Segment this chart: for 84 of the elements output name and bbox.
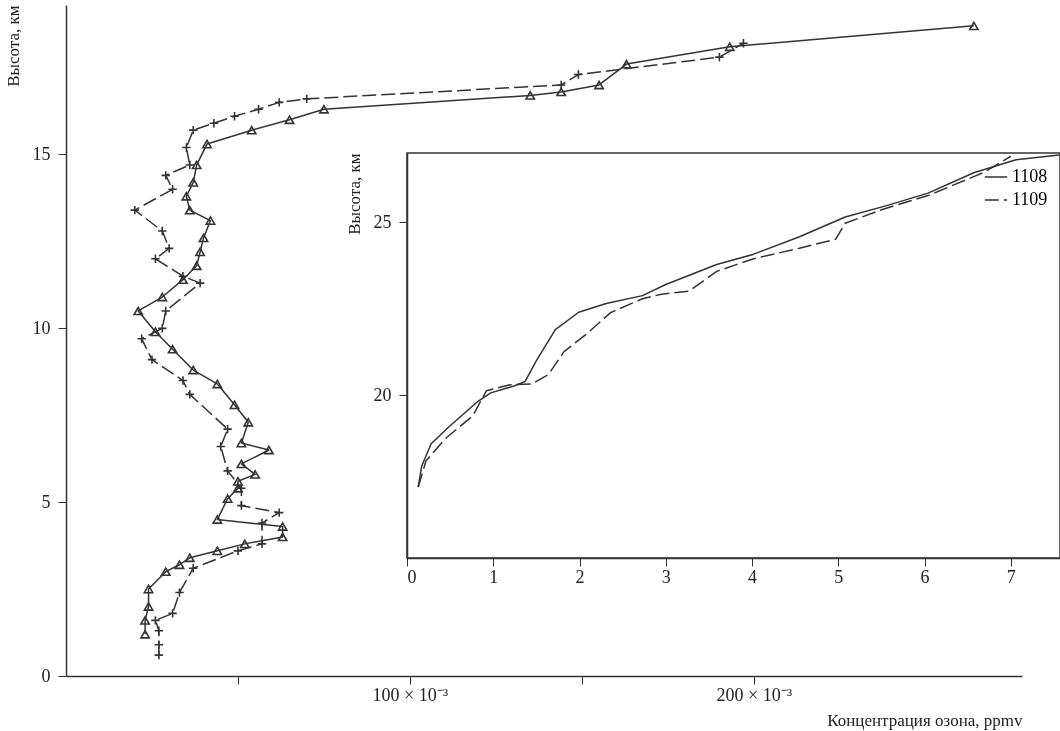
y-tick-label: 0 — [41, 665, 51, 686]
point — [184, 553, 195, 563]
point — [177, 271, 188, 282]
x-tick-label: 3 — [661, 566, 671, 587]
point — [188, 177, 199, 187]
point — [232, 545, 243, 556]
point — [257, 518, 267, 529]
point — [198, 233, 209, 243]
point — [277, 532, 288, 542]
point — [140, 629, 151, 639]
legend-label: 1108 — [1012, 166, 1048, 186]
point — [188, 563, 199, 574]
point — [191, 261, 202, 271]
point — [212, 379, 223, 389]
point — [184, 205, 195, 215]
y-tick-label: 10 — [32, 317, 51, 338]
point — [133, 306, 144, 316]
point — [202, 139, 212, 149]
point — [150, 327, 161, 337]
point — [140, 615, 151, 625]
x-tick-label: 5 — [834, 566, 844, 587]
y-tick-label: 20 — [373, 384, 392, 405]
point — [191, 160, 202, 170]
point — [208, 118, 219, 129]
point — [153, 639, 164, 650]
legend-label: 1109 — [1012, 189, 1048, 209]
point — [195, 247, 206, 257]
point — [157, 226, 168, 236]
point — [143, 602, 154, 611]
x-tick-label: 7 — [1006, 566, 1016, 587]
point — [153, 625, 164, 636]
point — [284, 115, 295, 125]
point — [301, 93, 312, 104]
point — [222, 494, 233, 504]
point — [129, 205, 140, 216]
point — [167, 344, 178, 354]
point — [277, 522, 288, 531]
point — [143, 584, 154, 594]
point — [257, 538, 267, 549]
point — [174, 560, 185, 570]
point — [263, 445, 274, 455]
point — [153, 650, 164, 661]
point — [724, 42, 735, 52]
point — [212, 546, 223, 556]
point — [525, 90, 536, 100]
x-tick-label: 6 — [920, 566, 930, 587]
point — [236, 438, 247, 448]
point — [205, 216, 216, 225]
point — [195, 278, 206, 289]
point — [594, 80, 604, 90]
point — [243, 417, 254, 427]
x-tick-label: 2 — [575, 566, 585, 587]
y-axis-title: Высота, км — [344, 153, 364, 235]
point — [968, 21, 979, 31]
point — [229, 400, 240, 410]
point — [212, 515, 223, 524]
x-tick-label: 4 — [748, 566, 758, 587]
point — [621, 59, 632, 69]
x-tick-label: 200 × 10⁻³ — [716, 684, 793, 705]
y-tick-label: 15 — [32, 144, 51, 164]
point — [177, 275, 188, 285]
point — [250, 469, 261, 479]
point — [232, 476, 243, 486]
y-axis-title: Высота, км — [3, 5, 23, 87]
point — [556, 87, 567, 97]
point — [556, 79, 567, 90]
point — [188, 365, 199, 375]
point — [236, 459, 247, 469]
point — [181, 191, 192, 201]
point — [232, 483, 243, 493]
y-tick-label: 5 — [41, 491, 51, 512]
point — [239, 539, 250, 549]
point — [246, 125, 257, 135]
point — [188, 125, 199, 136]
point — [160, 305, 171, 316]
point — [184, 159, 195, 170]
point — [157, 292, 168, 302]
point — [318, 104, 329, 114]
x-tick-label: 1 — [489, 566, 499, 587]
point — [160, 567, 171, 577]
x-tick-label: 0 — [407, 566, 417, 587]
x-tick-label: 100 × 10⁻³ — [372, 684, 449, 705]
y-tick-label: 25 — [373, 211, 392, 232]
x-axis-title: Концентрация озона, ppmv — [827, 710, 1023, 730]
